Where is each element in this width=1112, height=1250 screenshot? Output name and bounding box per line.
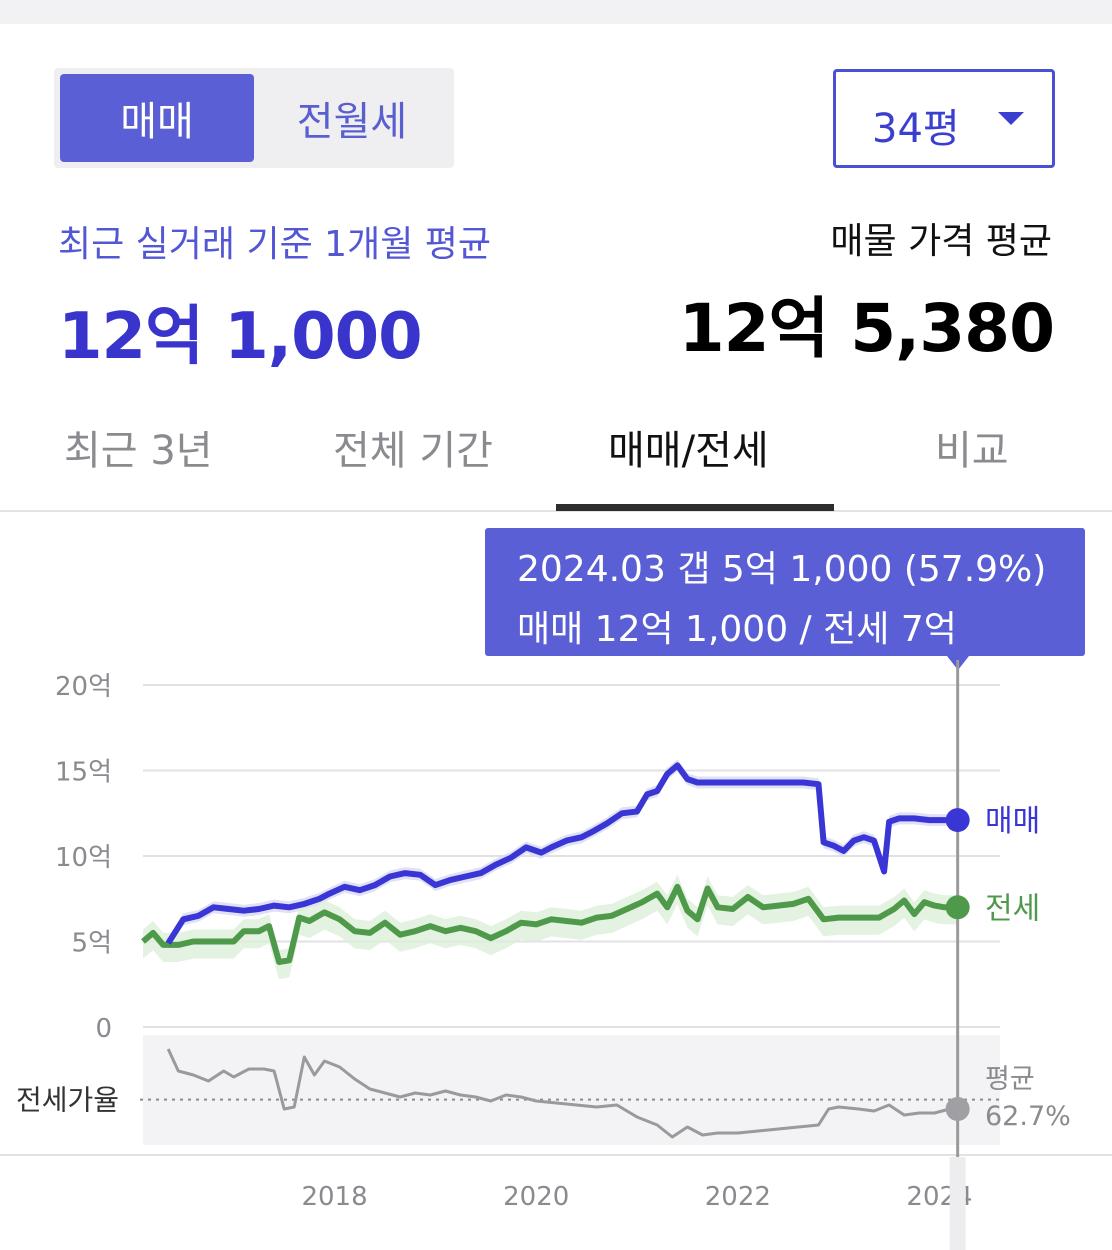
listing-price-label: 매물 가격 평균	[830, 221, 1052, 262]
jeonse-series-label: 전세	[985, 891, 1040, 926]
series-line-ratio	[166, 1048, 958, 1139]
trade-type-segment: 매매 전월세	[54, 68, 454, 168]
tab-sale-jeonse[interactable]: 매매/전세	[608, 428, 769, 474]
status-strip	[0, 0, 1112, 24]
listing-price-value: 12억 5,380	[678, 290, 1055, 367]
recent-price-value: 12억 1,000	[58, 300, 423, 374]
x-tick-label-2020: 2020	[503, 1182, 569, 1212]
recent-price-label: 최근 실거래 기준 1개월 평균	[58, 224, 491, 265]
sale-series-label: 매매	[985, 804, 1040, 839]
x-tick-label-2018: 2018	[301, 1182, 367, 1212]
sale-end-marker	[945, 808, 970, 833]
y-tick-label-0: 0	[95, 1014, 112, 1044]
y-tick-label-10: 10억	[55, 843, 112, 873]
y-tick-label-15: 15억	[55, 758, 112, 788]
size-select[interactable]: 34평	[833, 69, 1055, 168]
segment-sale-button[interactable]: 매매	[60, 74, 254, 162]
ratio-average-label: 평균	[985, 1064, 1035, 1095]
ratio-panel-background	[143, 1035, 1000, 1145]
chevron-down-icon	[998, 112, 1024, 125]
ratio-panel-label: 전세가율	[16, 1084, 119, 1117]
tab-compare[interactable]: 비교	[935, 428, 1009, 474]
tab-recent-3y[interactable]: 최근 3년	[64, 428, 213, 474]
y-tick-label-20: 20억	[55, 672, 112, 702]
period-tabs: 최근 3년 전체 기간 매매/전세 비교	[0, 400, 1112, 512]
tab-all-period[interactable]: 전체 기간	[333, 428, 493, 474]
tooltip-price-line: 매매 12억 1,000 / 전세 7억	[517, 609, 957, 650]
x-tick-label-2022: 2022	[705, 1182, 771, 1212]
series-line-jeonse	[141, 883, 958, 965]
tooltip-gap-line: 2024.03 갭 5억 1,000 (57.9%)	[517, 549, 1047, 590]
active-tab-indicator	[556, 504, 834, 511]
ratio-end-marker	[945, 1097, 970, 1121]
segment-rent-button[interactable]: 전월세	[296, 99, 408, 145]
y-tick-label-5: 5억	[72, 929, 112, 959]
ratio-average-value: 62.7%	[985, 1101, 1071, 1132]
chart-tooltip: 2024.03 갭 5억 1,000 (57.9%) 매매 12억 1,000 …	[485, 528, 1085, 670]
highlight-axis-mark	[949, 1157, 966, 1250]
series-line-sale	[165, 762, 958, 945]
size-select-value: 34평	[872, 106, 960, 152]
jeonse-end-marker	[945, 895, 970, 920]
